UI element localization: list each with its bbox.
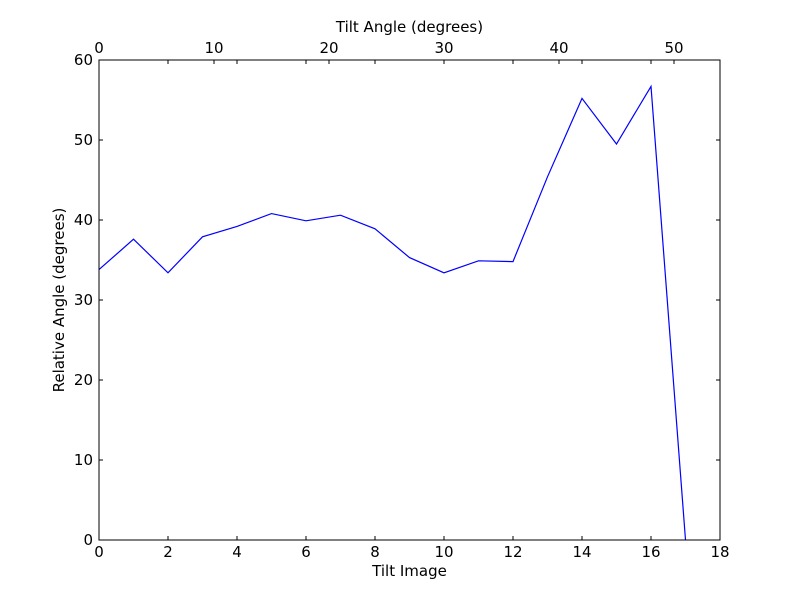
series-line bbox=[98, 84, 687, 541]
x2-tick-label: 30 bbox=[434, 39, 453, 57]
y-tick-label: 40 bbox=[74, 211, 93, 229]
x-tick-label: 18 bbox=[710, 543, 729, 561]
x-tick-label: 8 bbox=[370, 543, 380, 561]
y-tick-label: 0 bbox=[83, 531, 93, 549]
y-axis-title: Relative Angle (degrees) bbox=[50, 208, 68, 393]
y-tick-label: 60 bbox=[74, 51, 93, 69]
x2-tick-label: 50 bbox=[664, 39, 683, 57]
x-tick-label: 10 bbox=[434, 543, 453, 561]
x2-tick-label: 20 bbox=[319, 39, 338, 57]
x-tick-label: 6 bbox=[301, 543, 311, 561]
series-layer bbox=[98, 84, 687, 541]
top-x-axis-title: Tilt Angle (degrees) bbox=[335, 18, 483, 36]
x-tick-label: 14 bbox=[572, 543, 591, 561]
y-tick-label: 50 bbox=[74, 131, 93, 149]
x-tick-label: 12 bbox=[503, 543, 522, 561]
x2-tick-label: 10 bbox=[204, 39, 223, 57]
plot-frame bbox=[98, 59, 721, 541]
x-tick-label: 16 bbox=[641, 543, 660, 561]
y-tick-label: 30 bbox=[74, 291, 93, 309]
x-tick-label: 4 bbox=[232, 543, 242, 561]
plot-area bbox=[99, 60, 720, 540]
y-tick-label: 20 bbox=[74, 371, 93, 389]
x-axis-title: Tilt Image bbox=[371, 562, 447, 580]
x2-tick-label: 40 bbox=[549, 39, 568, 57]
y-tick-label: 10 bbox=[74, 451, 93, 469]
tick-labels: 0 2 4 6 8 10 12 14 16 18 0 10 20 30 40 50 0 10 20 30 40 50 60 bbox=[74, 39, 730, 561]
x2-tick-label: 0 bbox=[94, 39, 104, 57]
x-tick-label: 0 bbox=[94, 543, 104, 561]
x-tick-label: 2 bbox=[163, 543, 173, 561]
